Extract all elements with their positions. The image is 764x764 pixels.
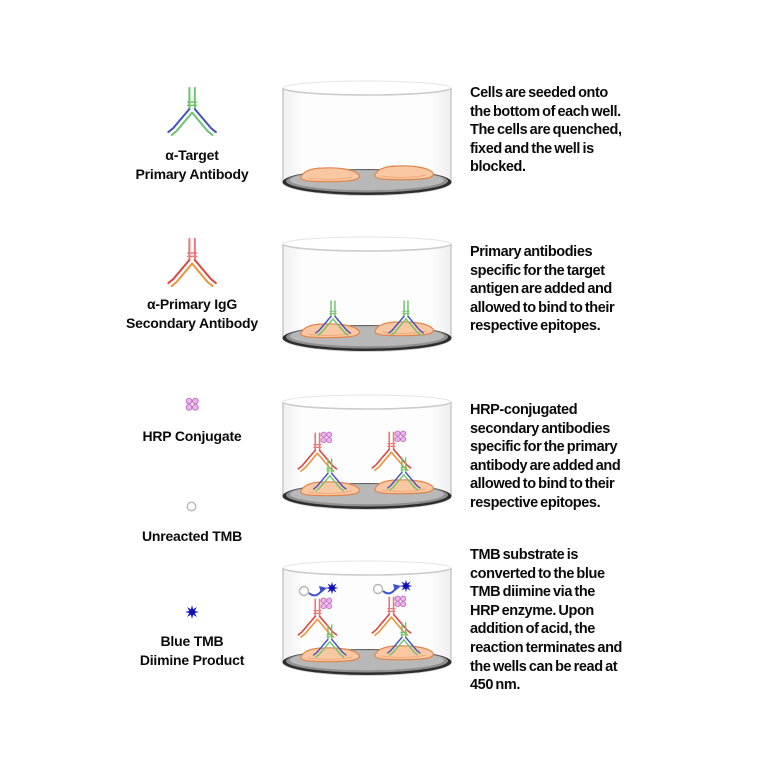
step-caption-4: TMB substrate is converted to the blue T… (470, 547, 622, 694)
step-caption-3: HRP-conjugated secondary antibodies spec… (470, 402, 621, 511)
secondary-antibody-icon (167, 237, 217, 287)
unreacted-tmb-icon (186, 501, 197, 512)
hrp-conjugate-icon (185, 397, 199, 411)
step-caption-2: Primary antibodies specific for the targ… (470, 244, 615, 335)
step-caption-1: Cells are seeded onto the bottom of each… (470, 85, 622, 176)
blue-tmb-diimine-icon (185, 605, 199, 619)
well-step-3-hrp-secondary (281, 394, 453, 510)
primary-antibody-label: α-Target Primary Antibody (135, 147, 249, 182)
blue-tmb-diimine-label: Blue TMB Diimine Product (139, 633, 245, 668)
primary-antibody-icon (167, 86, 217, 136)
hrp-conjugate-label: HRP Conjugate (142, 428, 242, 444)
well-step-4-tmb-reaction (281, 560, 453, 676)
cell-icon (374, 645, 435, 661)
cell-icon (374, 321, 435, 337)
well-step-1-seeded-cells (281, 80, 453, 196)
secondary-antibody-label: α-Primary IgG Secondary Antibody (125, 296, 258, 331)
unreacted-tmb-label: Unreacted TMB (141, 528, 243, 544)
cell-icon (300, 647, 361, 663)
cell-icon (300, 323, 361, 339)
cell-icon (374, 165, 435, 181)
cell-icon (300, 167, 361, 183)
cell-icon (374, 479, 435, 495)
well-step-2-primary-antibody (281, 236, 453, 352)
cell-icon (300, 481, 361, 497)
